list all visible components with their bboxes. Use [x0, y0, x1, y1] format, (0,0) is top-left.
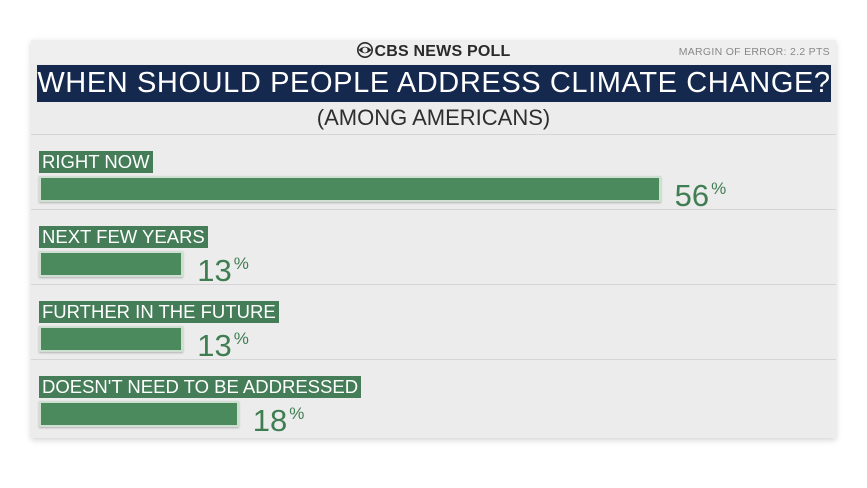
bar-chart: RIGHT NOW 56% NEXT FEW YEARS 13% FURTHER IN … [31, 134, 836, 438]
category-label: RIGHT NOW [39, 151, 153, 173]
category-label: NEXT FEW YEARS [39, 226, 208, 248]
value-unit: % [233, 329, 249, 348]
value-label: 13% [197, 322, 249, 363]
value-unit: % [711, 179, 727, 198]
value-number: 13 [197, 328, 232, 363]
value-number: 13 [197, 253, 232, 288]
value-label: 18% [253, 397, 305, 438]
bar-row: RIGHT NOW 56% [31, 134, 836, 213]
poll-header: CBS NEWS POLL MARGIN OF ERROR: 2.2 PTS [31, 40, 836, 64]
value-number: 18 [252, 403, 288, 438]
poll-card: CBS NEWS POLL MARGIN OF ERROR: 2.2 PTS W… [31, 40, 836, 438]
value-label: 56% [675, 172, 727, 213]
value-unit: % [289, 404, 305, 423]
bar-row: NEXT FEW YEARS 13% [31, 209, 836, 288]
value-label: 13% [197, 247, 249, 288]
chart-subtitle: (AMONG AMERICANS) [316, 105, 551, 130]
chart-title: WHEN SHOULD PEOPLE ADDRESS CLIMATE CHANG… [37, 65, 831, 102]
bar [39, 401, 239, 427]
brand-text: CBS NEWS POLL [374, 43, 511, 60]
bar-row: FURTHER IN THE FUTURE 13% [31, 284, 836, 363]
value-unit: % [233, 254, 249, 273]
category-label: DOESN'T NEED TO BE ADDRESSED [39, 376, 362, 398]
margin-of-error: MARGIN OF ERROR: 2.2 PTS [678, 46, 830, 58]
bar-row: DOESN'T NEED TO BE ADDRESSED 18% [31, 359, 836, 438]
brand: CBS NEWS POLL [31, 42, 836, 63]
bar [39, 326, 184, 352]
value-number: 56 [674, 178, 710, 213]
category-label: FURTHER IN THE FUTURE [39, 301, 279, 323]
cbs-eye-icon [356, 42, 373, 63]
bar [39, 176, 661, 202]
bar [39, 251, 184, 277]
